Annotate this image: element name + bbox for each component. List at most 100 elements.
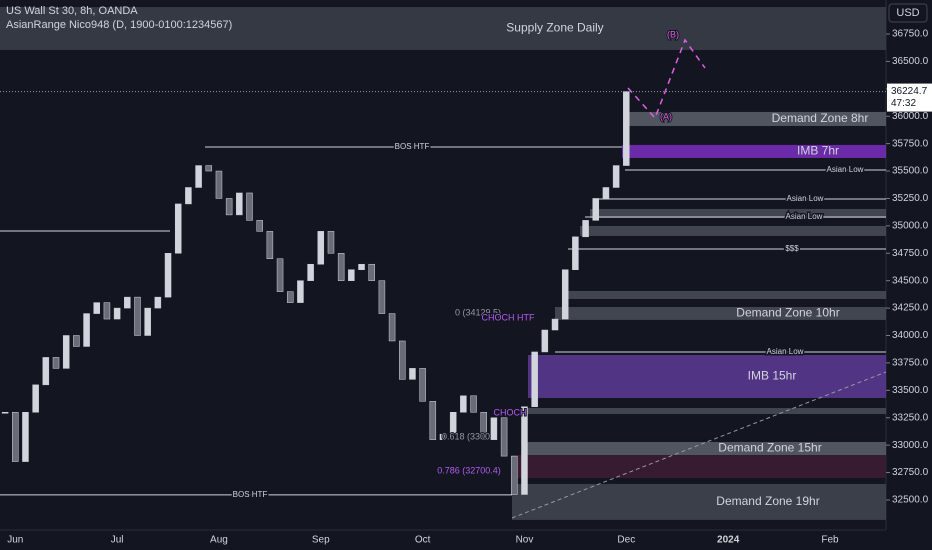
y-tick-label: 32500.0 (892, 495, 929, 506)
candle (32, 384, 39, 413)
x-tick-label: Jun (7, 535, 23, 546)
candle (22, 411, 29, 462)
y-tick-label: 35250.0 (892, 193, 929, 204)
candle (164, 253, 172, 298)
candle (409, 368, 416, 380)
zone-label: Demand Zone 15hr (718, 441, 821, 455)
candle (113, 307, 121, 320)
x-tick-label: Feb (821, 535, 839, 546)
projection (627, 38, 706, 120)
candle (276, 258, 284, 292)
candle (551, 318, 559, 331)
candle (174, 203, 182, 254)
candle (388, 313, 396, 342)
zone (512, 455, 886, 479)
zone (525, 407, 886, 415)
y-tick-label: 35750.0 (892, 138, 929, 149)
candle (348, 269, 355, 281)
candle (470, 395, 477, 413)
candle (358, 263, 365, 270)
candle (205, 165, 213, 172)
annotation: (A) (660, 111, 672, 121)
currency[interactable]: USD (896, 7, 919, 19)
y-tick-label: 35500.0 (892, 166, 929, 177)
annotation: 0.618 (3300 (442, 431, 490, 441)
candle (297, 280, 304, 303)
zone (590, 208, 886, 218)
candle (185, 187, 192, 205)
y-tick-label: 36750.0 (892, 29, 929, 40)
candle (531, 351, 538, 408)
zone-label: IMB 15hr (748, 369, 797, 383)
zone (562, 290, 886, 299)
x-tick-label: Nov (516, 535, 534, 546)
zone-label: IMB 7hr (797, 144, 839, 158)
candle (460, 395, 467, 413)
candle (378, 280, 386, 314)
candle (368, 263, 375, 281)
x-tick-label: Dec (617, 535, 635, 546)
trend-line (511, 371, 887, 519)
annotation: CHOCH HTF (482, 312, 535, 322)
annotation: CHOCH (494, 407, 527, 417)
zone-label: Demand Zone 10hr (736, 306, 839, 320)
y-tick-label: 33750.0 (892, 358, 929, 369)
y-tick-label: 33500.0 (892, 385, 929, 396)
annotation: (B) (667, 29, 679, 39)
candle (399, 340, 406, 380)
y-tick-label: 36000.0 (892, 111, 929, 122)
candle (521, 406, 528, 495)
zone (555, 306, 886, 320)
y-tick-label: 34000.0 (892, 330, 929, 341)
x-tick-label: 2024 (717, 535, 740, 546)
level-label: Asian Low (767, 347, 804, 356)
y-tick-label: 35000.0 (892, 220, 929, 231)
y-tick-label: 32750.0 (892, 467, 929, 478)
candle (307, 263, 314, 281)
y-tick-label: 34750.0 (892, 248, 929, 259)
zone (512, 483, 886, 520)
candle (266, 231, 274, 260)
y-tick-label: 34250.0 (892, 303, 929, 314)
y-tick-label: 33000.0 (892, 440, 929, 451)
last-price-box (887, 83, 932, 112)
symbol: US Wall St 30, 8h, OANDA (6, 5, 138, 17)
candle (93, 302, 100, 314)
candle (12, 411, 19, 462)
y-tick-label: 34500.0 (892, 275, 929, 286)
candle (419, 368, 426, 402)
candle (195, 165, 202, 188)
annotation: 0 (34129.5) (455, 307, 501, 317)
candle (144, 307, 151, 336)
candle (500, 417, 508, 457)
x-tick-label: Jul (111, 535, 124, 546)
candle (73, 335, 80, 347)
candle (286, 291, 294, 303)
zone (528, 355, 886, 398)
candle (439, 433, 447, 440)
candle (582, 220, 589, 238)
countdown: 47:32 (891, 98, 916, 109)
annotation: 0.786 (32700.4) (437, 465, 501, 475)
indicator: AsianRange Nico948 (D, 1900-0100:1234567… (6, 19, 232, 31)
zone-label: Demand Zone 8hr (772, 111, 869, 125)
currency-button[interactable] (888, 3, 928, 23)
candle (62, 335, 70, 369)
zone (580, 225, 886, 236)
y-tick-label: 33250.0 (892, 412, 929, 423)
level-label: BOS HTF (233, 490, 268, 499)
candle (449, 411, 457, 435)
candle (541, 329, 549, 353)
last-price: 36224.7 (891, 86, 928, 97)
zone (525, 441, 886, 456)
candle (134, 296, 141, 336)
candle (256, 220, 263, 232)
candle (1, 411, 9, 414)
zone (0, 7, 886, 50)
candle (215, 170, 223, 199)
x-tick-label: Oct (415, 535, 431, 546)
level-label: Asian Low (786, 212, 823, 221)
zone-label: Supply Zone Daily (506, 21, 603, 35)
candle (103, 302, 111, 320)
